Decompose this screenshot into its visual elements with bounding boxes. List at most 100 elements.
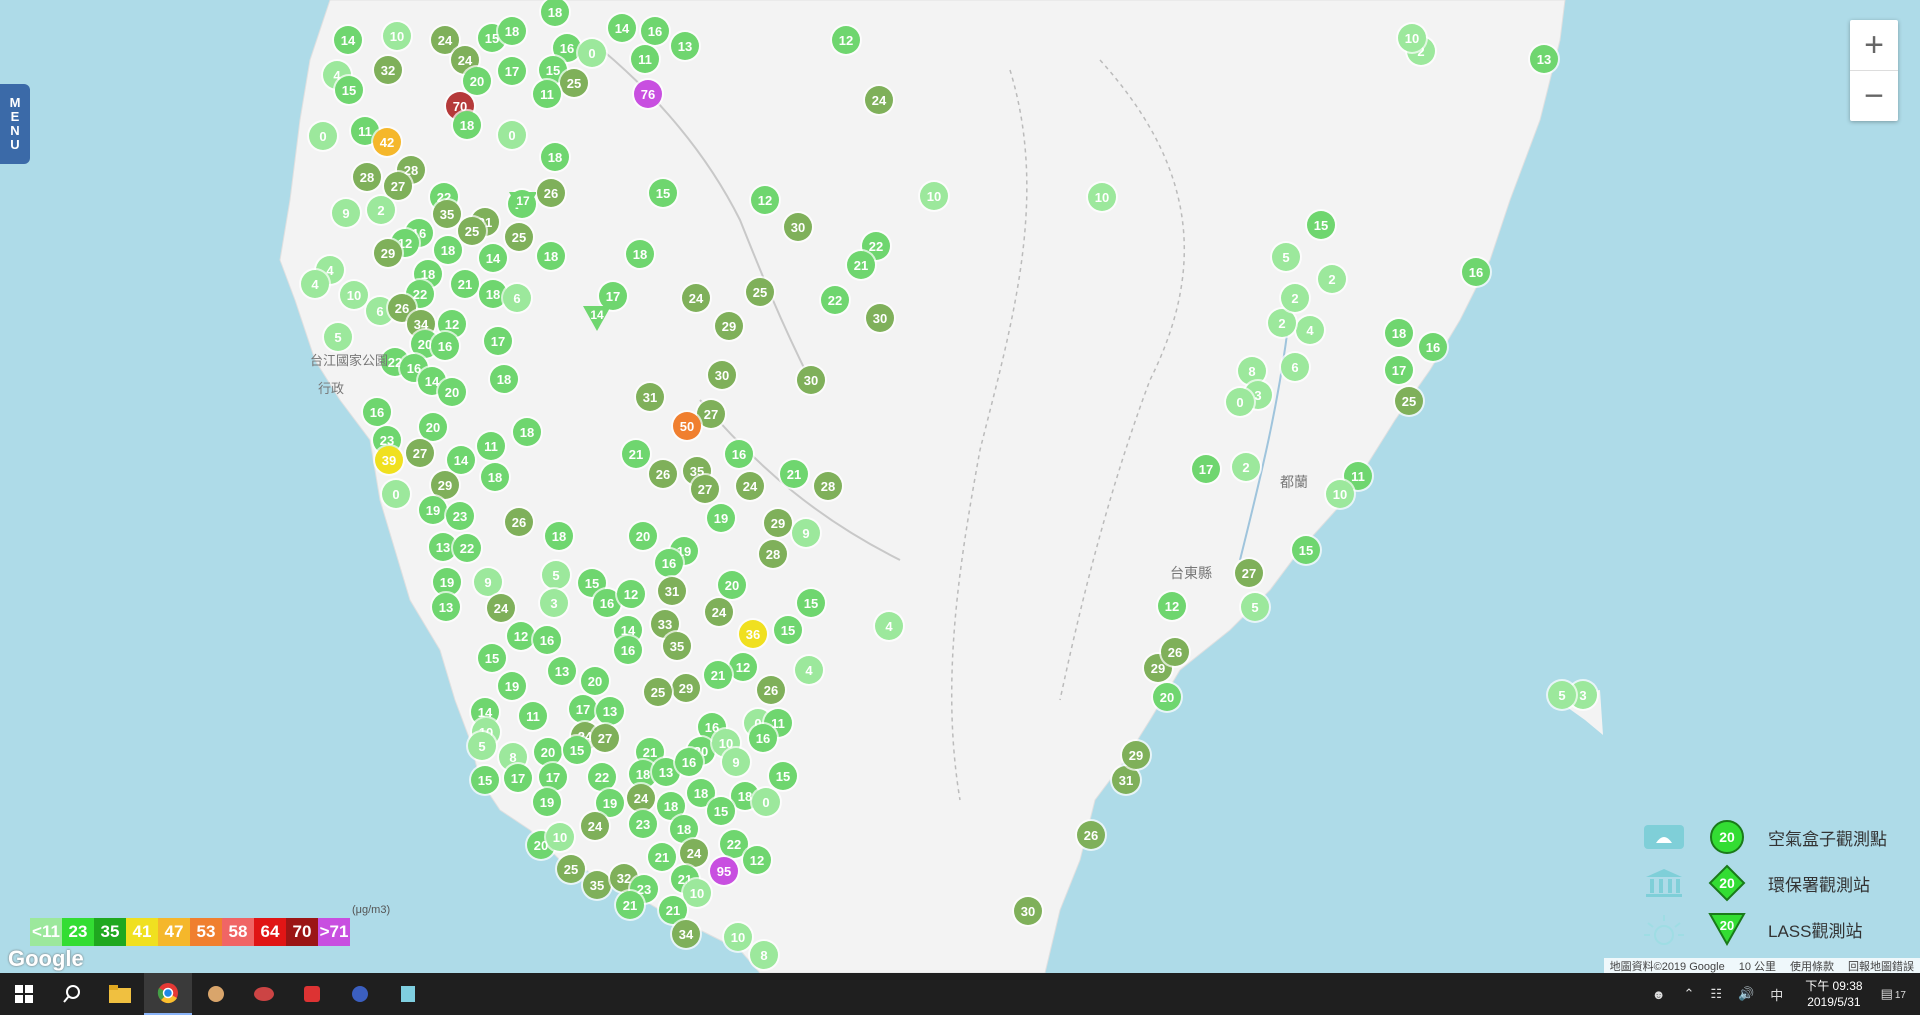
station-marker[interactable]: 17 <box>1385 356 1413 384</box>
zoom-out-button[interactable]: − <box>1850 70 1898 121</box>
station-marker[interactable]: 95 <box>710 857 738 885</box>
lass-station-marker[interactable]: 17 <box>508 190 536 218</box>
station-marker[interactable]: 9 <box>474 568 502 596</box>
station-marker[interactable]: 22 <box>453 534 481 562</box>
station-marker[interactable]: 8 <box>1238 357 1266 385</box>
station-marker[interactable]: 2 <box>367 196 395 224</box>
station-marker[interactable]: 13 <box>652 758 680 786</box>
station-marker[interactable]: 27 <box>691 475 719 503</box>
station-marker[interactable]: 25 <box>560 69 588 97</box>
station-marker[interactable]: 11 <box>631 45 659 73</box>
station-marker[interactable]: 0 <box>752 788 780 816</box>
station-marker[interactable]: 13 <box>432 593 460 621</box>
station-marker[interactable]: 24 <box>487 594 515 622</box>
station-marker[interactable]: 39 <box>375 446 403 474</box>
station-marker[interactable]: 15 <box>769 762 797 790</box>
app-icon-5[interactable] <box>384 973 432 1015</box>
station-marker[interactable]: 3 <box>540 589 568 617</box>
station-marker[interactable]: 30 <box>784 213 812 241</box>
app-icon-1[interactable] <box>192 973 240 1015</box>
station-marker[interactable]: 26 <box>388 294 416 322</box>
station-marker[interactable]: 30 <box>797 366 825 394</box>
station-marker[interactable]: 31 <box>636 383 664 411</box>
station-marker[interactable]: 18 <box>545 522 573 550</box>
station-marker[interactable]: 30 <box>866 304 894 332</box>
station-marker[interactable]: 25 <box>458 217 486 245</box>
station-marker[interactable]: 13 <box>596 697 624 725</box>
chrome-icon[interactable] <box>144 973 192 1015</box>
station-marker[interactable]: 22 <box>821 286 849 314</box>
station-marker[interactable]: 26 <box>757 676 785 704</box>
station-marker[interactable]: 14 <box>479 244 507 272</box>
station-marker[interactable]: 5 <box>1272 243 1300 271</box>
station-marker[interactable]: 26 <box>1077 821 1105 849</box>
station-marker[interactable]: 0 <box>1226 388 1254 416</box>
station-marker[interactable]: 16 <box>749 724 777 752</box>
station-marker[interactable]: 36 <box>739 620 767 648</box>
station-marker[interactable]: 12 <box>743 846 771 874</box>
station-marker[interactable]: 28 <box>353 163 381 191</box>
station-marker[interactable]: 20 <box>718 571 746 599</box>
station-marker[interactable]: 0 <box>382 480 410 508</box>
station-marker[interactable]: 11 <box>1344 462 1372 490</box>
station-marker[interactable]: 30 <box>708 361 736 389</box>
station-marker[interactable]: 17 <box>1192 455 1220 483</box>
station-marker[interactable]: 2 <box>1268 309 1296 337</box>
station-marker[interactable]: 18 <box>670 815 698 843</box>
station-marker[interactable]: 29 <box>672 674 700 702</box>
station-marker[interactable]: 13 <box>548 657 576 685</box>
station-marker[interactable]: 76 <box>634 80 662 108</box>
station-marker[interactable]: 15 <box>1292 536 1320 564</box>
station-marker[interactable]: 5 <box>1548 681 1576 709</box>
station-marker[interactable]: 15 <box>1307 211 1335 239</box>
station-marker[interactable]: 16 <box>1462 258 1490 286</box>
station-marker[interactable]: 2 <box>1318 265 1346 293</box>
station-marker[interactable]: 26 <box>649 460 677 488</box>
station-marker[interactable]: 27 <box>384 172 412 200</box>
station-marker[interactable]: 15 <box>797 589 825 617</box>
station-marker[interactable]: 20 <box>411 330 439 358</box>
station-marker[interactable]: 14 <box>334 26 362 54</box>
station-marker[interactable]: 20 <box>1153 683 1181 711</box>
station-marker[interactable]: 17 <box>569 695 597 723</box>
station-marker[interactable]: 25 <box>746 278 774 306</box>
station-marker[interactable]: 29 <box>764 509 792 537</box>
people-icon[interactable]: ☻ <box>1651 986 1666 1002</box>
station-marker[interactable]: 24 <box>705 598 733 626</box>
station-marker[interactable]: 17 <box>504 764 532 792</box>
station-marker[interactable]: 5 <box>542 561 570 589</box>
station-marker[interactable]: 18 <box>626 240 654 268</box>
search-icon[interactable] <box>48 973 96 1015</box>
station-marker[interactable]: 35 <box>583 871 611 899</box>
station-marker[interactable]: 15 <box>471 766 499 794</box>
station-marker[interactable]: 16 <box>593 589 621 617</box>
station-marker[interactable]: 18 <box>490 365 518 393</box>
zoom-in-button[interactable]: + <box>1864 25 1884 64</box>
station-marker[interactable]: 16 <box>363 398 391 426</box>
station-marker[interactable]: 50 <box>673 412 701 440</box>
station-marker[interactable]: 31 <box>1112 766 1140 794</box>
station-marker[interactable]: 10 <box>724 923 752 951</box>
station-marker[interactable]: 24 <box>627 784 655 812</box>
station-marker[interactable]: 30 <box>1014 897 1042 925</box>
station-marker[interactable]: 21 <box>659 896 687 924</box>
station-marker[interactable]: 29 <box>715 312 743 340</box>
station-marker[interactable]: 28 <box>814 472 842 500</box>
station-marker[interactable]: 4 <box>1296 316 1324 344</box>
station-marker[interactable]: 27 <box>1235 559 1263 587</box>
windows-start-icon[interactable] <box>0 973 48 1015</box>
station-marker[interactable]: 25 <box>1395 387 1423 415</box>
station-marker[interactable]: 10 <box>340 281 368 309</box>
station-marker[interactable]: 16 <box>533 626 561 654</box>
network-icon[interactable]: ☷ <box>1710 986 1722 1001</box>
station-marker[interactable]: 5 <box>324 323 352 351</box>
station-marker[interactable]: 21 <box>622 440 650 468</box>
station-marker[interactable]: 18 <box>537 242 565 270</box>
station-marker[interactable]: 18 <box>434 236 462 264</box>
station-marker[interactable]: 16 <box>641 17 669 45</box>
station-marker[interactable]: 21 <box>616 891 644 919</box>
station-marker[interactable]: 24 <box>680 839 708 867</box>
station-marker[interactable]: 12 <box>832 26 860 54</box>
tray-chevron-icon[interactable]: ⌃ <box>1683 986 1695 1001</box>
station-marker[interactable]: 15 <box>774 616 802 644</box>
